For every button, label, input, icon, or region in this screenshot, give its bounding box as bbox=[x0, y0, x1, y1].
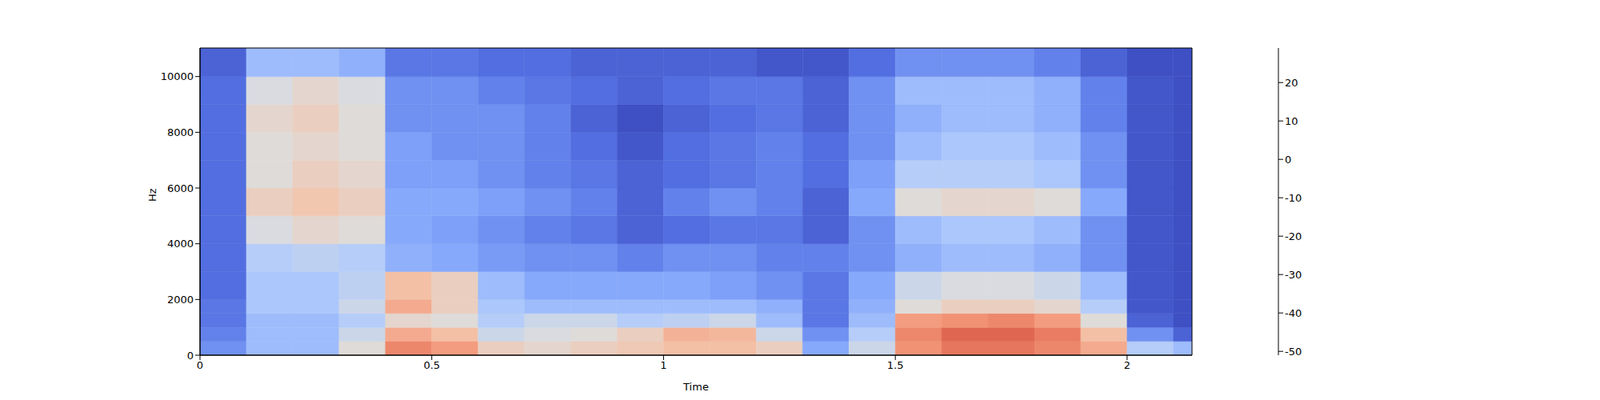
svg-text:2: 2 bbox=[1124, 359, 1131, 372]
svg-text:-30: -30 bbox=[1284, 268, 1302, 281]
svg-text:-20: -20 bbox=[1284, 230, 1302, 243]
svg-text:0: 0 bbox=[187, 349, 194, 362]
svg-text:1: 1 bbox=[660, 359, 667, 372]
svg-text:10000: 10000 bbox=[160, 70, 194, 83]
svg-text:2000: 2000 bbox=[167, 293, 194, 306]
svg-text:-40: -40 bbox=[1284, 307, 1302, 320]
svg-text:0.5: 0.5 bbox=[423, 359, 440, 372]
svg-text:-10: -10 bbox=[1284, 192, 1302, 204]
svg-text:0: 0 bbox=[1284, 153, 1292, 166]
svg-text:0: 0 bbox=[196, 359, 204, 372]
svg-text:Time: Time bbox=[682, 380, 709, 393]
svg-text:Hz: Hz bbox=[146, 188, 159, 202]
svg-text:-50: -50 bbox=[1284, 345, 1302, 358]
svg-text:6000: 6000 bbox=[167, 182, 194, 195]
svg-text:8000: 8000 bbox=[167, 126, 194, 139]
svg-text:20: 20 bbox=[1284, 76, 1299, 89]
svg-text:1.5: 1.5 bbox=[887, 359, 904, 372]
svg-text:10: 10 bbox=[1284, 115, 1299, 128]
svg-text:4000: 4000 bbox=[167, 237, 194, 250]
